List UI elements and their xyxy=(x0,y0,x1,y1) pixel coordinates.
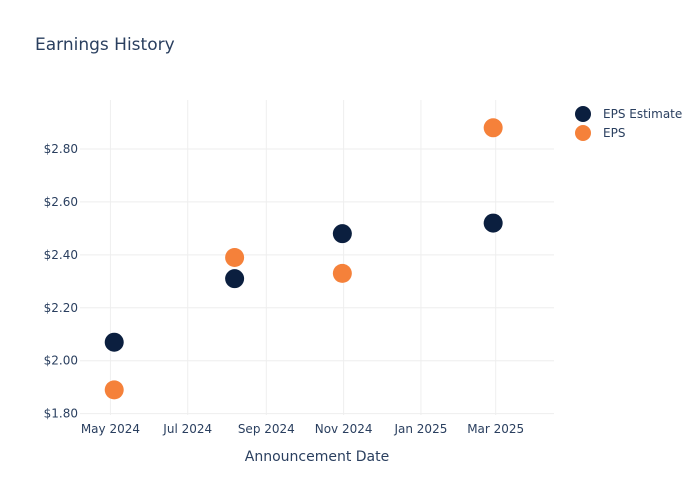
grid-layer xyxy=(80,100,554,415)
y-tick-label: $2.60 xyxy=(44,195,78,209)
eps-point[interactable] xyxy=(483,118,503,138)
data-points xyxy=(104,118,503,400)
eps-point[interactable] xyxy=(332,263,352,283)
y-tick-label: $2.20 xyxy=(44,301,78,315)
y-tick-label: $2.00 xyxy=(44,354,78,368)
legend-label: EPS Estimate xyxy=(603,107,682,121)
chart-title: Earnings History xyxy=(35,35,175,55)
legend-marker xyxy=(575,125,591,141)
legend-label: EPS xyxy=(603,126,625,140)
x-tick-label: Mar 2025 xyxy=(467,422,524,436)
legend-item-eps-estimate[interactable]: EPS Estimate xyxy=(575,106,682,122)
y-tick-label: $2.80 xyxy=(44,142,78,156)
eps-estimate-point[interactable] xyxy=(225,269,245,289)
y-tick-label: $2.40 xyxy=(44,248,78,262)
eps-estimate-point[interactable] xyxy=(483,213,503,233)
y-tick-label: $1.80 xyxy=(44,407,78,421)
x-axis-title: Announcement Date xyxy=(245,449,389,465)
x-tick-label: Sep 2024 xyxy=(238,422,295,436)
x-tick-label: May 2024 xyxy=(81,422,140,436)
x-tick-label: Nov 2024 xyxy=(315,422,373,436)
eps-point[interactable] xyxy=(104,380,124,400)
eps-estimate-point[interactable] xyxy=(104,332,124,352)
x-tick-label: Jul 2024 xyxy=(162,422,212,436)
legend-item-eps[interactable]: EPS xyxy=(575,125,625,141)
legend[interactable]: EPS Estimate EPS xyxy=(575,106,682,141)
x-tick-label: Jan 2025 xyxy=(393,422,447,436)
eps-point[interactable] xyxy=(225,248,245,267)
legend-marker xyxy=(575,106,591,122)
eps-estimate-point[interactable] xyxy=(332,224,352,244)
x-axis-ticks: May 2024 Jul 2024 Sep 2024 Nov 2024 Jan 2025… xyxy=(81,422,524,436)
y-axis-ticks: $1.80 $2.00 $2.20 $2.40 $2.60 $2.80 xyxy=(44,142,78,421)
